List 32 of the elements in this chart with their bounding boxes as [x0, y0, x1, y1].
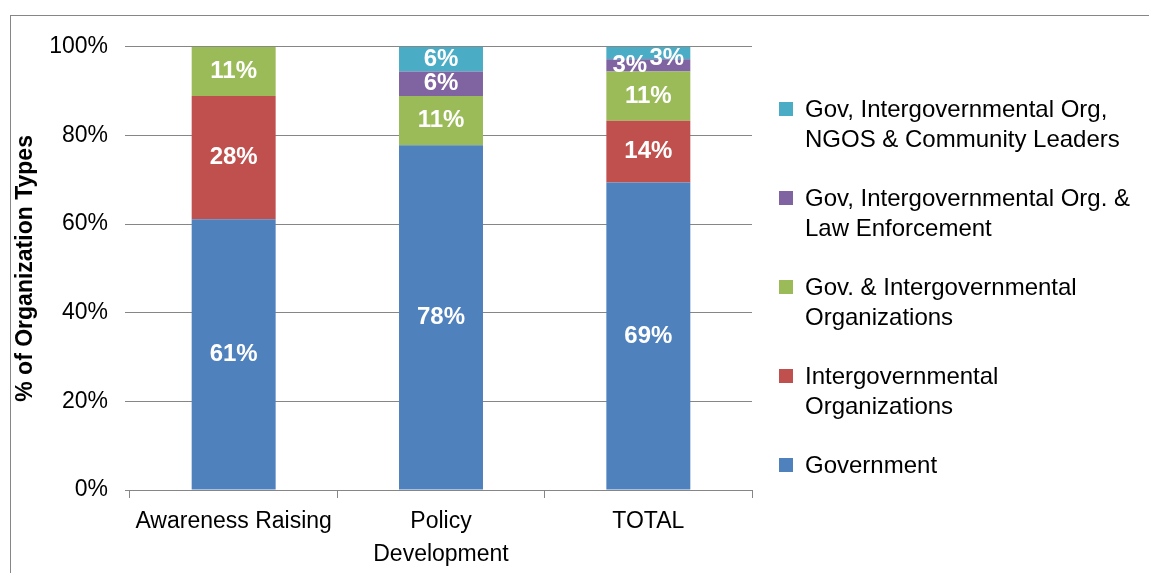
data-label: 11% — [210, 56, 258, 84]
data-label: 28% — [209, 142, 258, 170]
data-label: 69% — [624, 320, 673, 348]
y-tick-label: 40% — [61, 298, 108, 325]
data-label: 61% — [209, 338, 258, 366]
x-tick-label: Policy Development — [373, 507, 510, 566]
y-tick-label: 60% — [61, 209, 108, 236]
y-axis-title: % of Organization Types — [11, 135, 38, 402]
y-tick-label: 0% — [74, 475, 108, 502]
legend-label: Gov. & Intergovernmental Organizations — [805, 272, 1078, 332]
y-tick-label: 80% — [61, 120, 108, 147]
data-label: 3% — [612, 50, 648, 78]
bar — [191, 219, 276, 490]
bar — [606, 120, 691, 183]
legend-label: Gov, Intergovernmental Org. & Law Enforcement — [805, 183, 1132, 243]
data-label: 14% — [624, 136, 673, 164]
legend-label: Gov, Intergovernmental Org, NGOS & Community Leaders — [805, 94, 1121, 154]
y-tick-label: 100% — [49, 32, 108, 59]
legend-label: Intergovernmental Organizations — [805, 361, 1000, 421]
bar — [606, 182, 691, 490]
legend-label: Government — [805, 450, 938, 480]
data-label: 11% — [417, 105, 465, 133]
data-label: 11% — [624, 80, 672, 108]
data-label: 3% — [649, 43, 685, 71]
data-label: 78% — [416, 301, 466, 329]
bar — [191, 96, 276, 220]
x-tick-label: TOTAL — [612, 507, 685, 534]
data-label: 6% — [423, 68, 459, 96]
x-tick-label: Awareness Raising — [135, 507, 332, 534]
y-tick-label: 20% — [61, 386, 108, 413]
data-label: 6% — [423, 43, 459, 71]
bar — [399, 145, 483, 490]
